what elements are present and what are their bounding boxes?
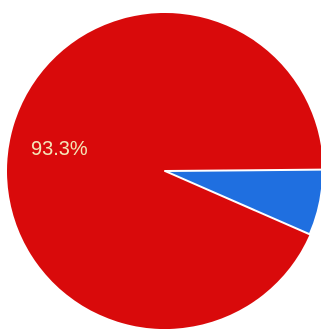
pie-slice-blue: [164, 168, 321, 236]
pie-labels: 93.3%: [31, 138, 88, 160]
pie-slices: [7, 13, 321, 329]
pie-label-red: 93.3%: [31, 138, 88, 160]
